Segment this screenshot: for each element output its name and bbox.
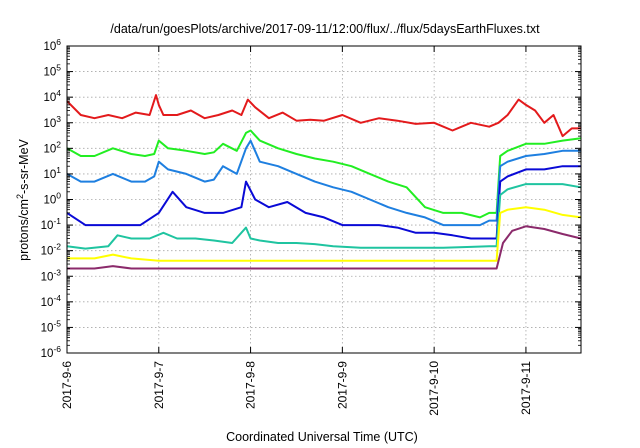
y-tick-label: 100 [43,191,61,207]
y-axis-label-suffix: -s-sr-MeV [17,138,31,194]
y-tick-exponent: -6 [53,344,61,354]
y-tick-base: 10 [41,297,54,309]
y-tick-exponent: 4 [56,88,61,98]
y-tick-exponent: 2 [56,139,61,149]
y-tick-base: 10 [43,143,56,155]
y-tick-exponent: 3 [56,114,61,124]
y-tick-label: 101 [43,165,61,181]
y-tick-exponent: 0 [56,191,61,201]
y-tick-base: 10 [43,41,56,53]
y-tick-label: 10-5 [41,318,62,334]
y-tick-label: 106 [43,37,61,53]
y-tick-base: 10 [43,118,56,130]
x-tick-label: 2017-9-7 [152,361,166,409]
y-tick-base: 10 [41,322,54,334]
x-axis-label: Coordinated Universal Time (UTC) [226,430,418,444]
tick-marks [66,45,581,354]
y-tick-base: 10 [41,220,54,232]
y-tick-base: 10 [43,195,56,207]
y-tick-exponent: -1 [53,216,61,226]
y-tick-label: 10-3 [41,267,62,283]
y-tick-label: 104 [43,88,61,104]
y-tick-labels: 10-610-510-410-310-210-11001011021031041… [41,37,62,360]
y-tick-base: 10 [43,92,56,104]
y-tick-base: 10 [41,348,54,360]
y-tick-label: 105 [43,63,61,79]
y-axis-label: protons/cm2-s-sr-MeV [15,138,31,260]
series-group [66,94,582,270]
series-line [67,206,582,262]
series-line [66,165,581,240]
series-line [66,183,582,250]
y-tick-exponent: 6 [56,37,61,47]
y-tick-label: 10-1 [41,216,62,232]
x-tick-label: 2017-9-6 [60,361,74,409]
y-tick-exponent: -3 [53,267,61,277]
y-tick-exponent: -2 [53,242,61,252]
y-tick-base: 10 [41,271,54,283]
y-tick-label: 10-4 [41,293,62,309]
y-tick-base: 10 [43,169,56,181]
y-tick-exponent: -5 [53,318,61,328]
y-tick-exponent: 5 [56,63,61,73]
series-line [67,225,582,270]
x-tick-label: 2017-9-10 [427,361,441,416]
series-line [66,94,581,138]
y-tick-base: 10 [43,67,56,79]
y-tick-base: 10 [41,246,54,258]
y-axis-label-superscript: 2 [15,194,25,199]
y-tick-exponent: -4 [53,293,61,303]
y-tick-exponent: 1 [56,165,61,175]
series-line [66,139,581,227]
y-tick-label: 10-6 [41,344,62,360]
x-tick-labels: 2017-9-6 2017-9-7 2017-9-8 2017-9-9 2017-9-1… [60,361,533,416]
chart-title: /data/run/goesPlots/archive/2017-09-11/1… [110,22,540,36]
y-tick-label: 103 [43,114,61,130]
y-tick-label: 10-2 [41,242,62,258]
y-axis-label-prefix: protons/cm [17,199,31,261]
grid-lines [66,46,581,353]
x-tick-label: 2017-9-8 [244,361,258,409]
y-tick-label: 102 [43,139,61,155]
x-tick-label: 2017-9-11 [519,361,533,415]
x-tick-label: 2017-9-9 [335,361,349,409]
